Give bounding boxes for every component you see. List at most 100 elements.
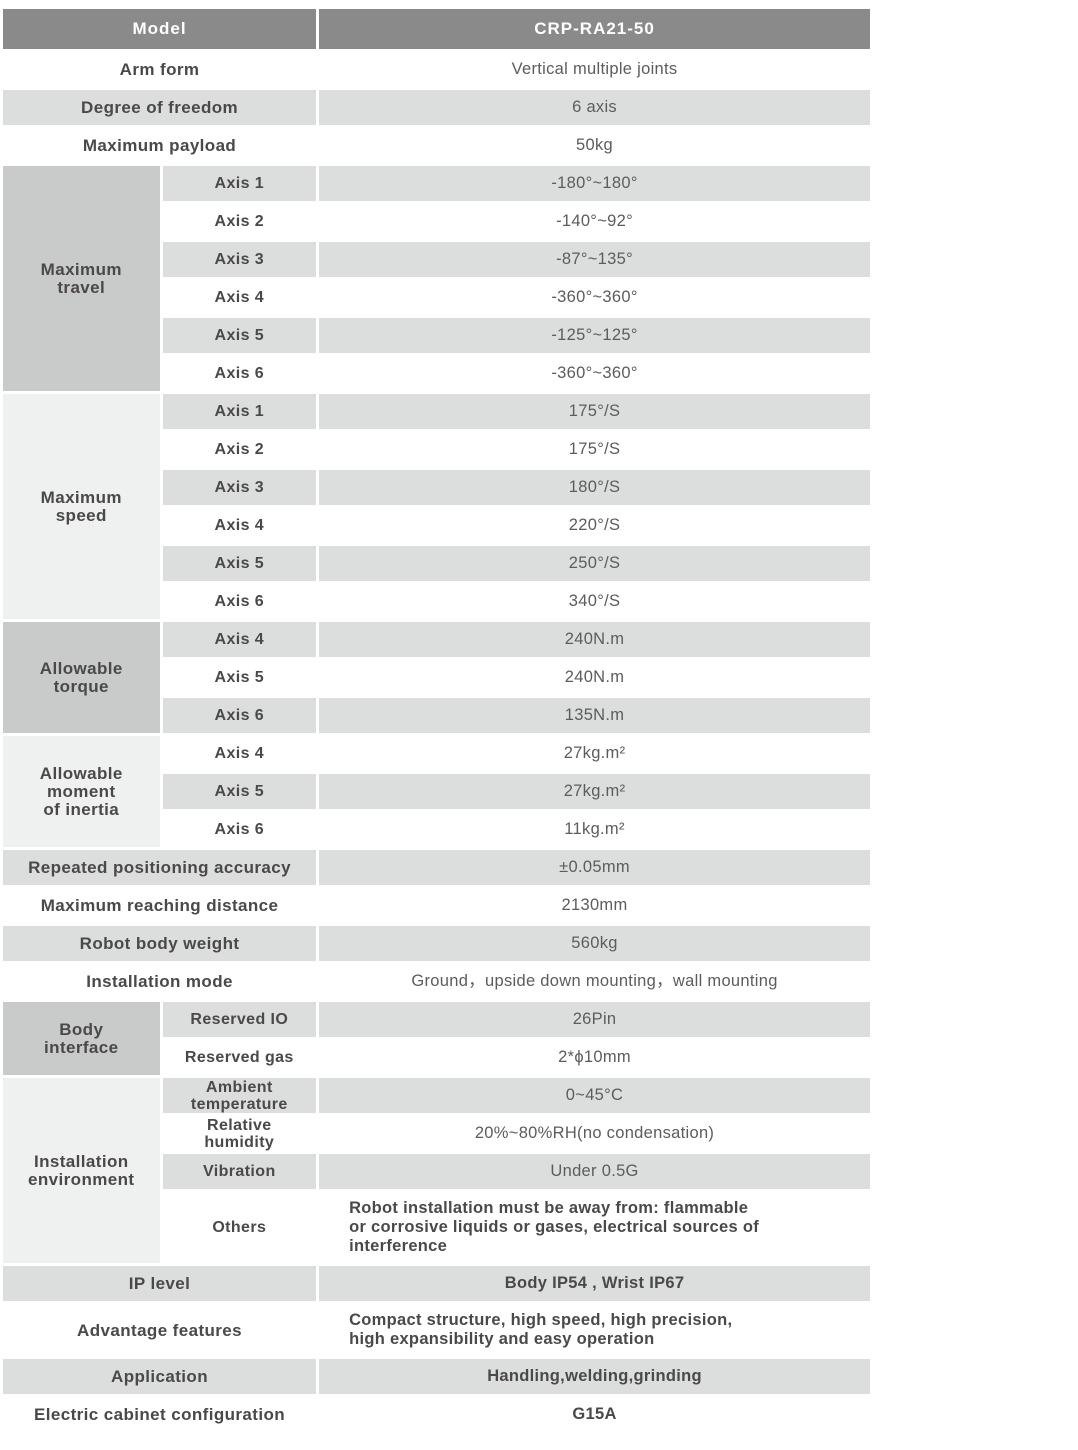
- spec-row: Advantage features Compact structure, hig…: [3, 1304, 870, 1356]
- row-value: 50kg: [576, 136, 614, 154]
- spec-row: Degree of freedom 6 axis: [3, 90, 870, 125]
- spec-row: Axis 4 -360°~360°: [3, 280, 870, 315]
- row-value: Ground，upside down mounting，wall mountin…: [411, 972, 778, 990]
- sub-row-value: -360°~360°: [551, 288, 638, 306]
- spec-row: Installation mode Ground，upside down moun…: [3, 964, 870, 999]
- sub-row-value: 175°/S: [319, 394, 870, 429]
- group-header-cell: Allowable moment of inertia: [3, 736, 160, 847]
- spec-row: Body interface Reserved IO 26Pin: [3, 1002, 870, 1075]
- row-label: Robot body weight: [3, 926, 317, 961]
- sub-row-label: Axis 1: [162, 166, 317, 201]
- spec-row: Axis 6 135N.m: [3, 698, 870, 733]
- spec-row: Electric cabinet configuration G15A: [3, 1397, 870, 1432]
- sub-row-label: Axis 2: [214, 441, 265, 458]
- row-label: Repeated positioning accuracy: [3, 850, 317, 885]
- spec-row: Maximum reaching distance 2130mm: [3, 888, 870, 923]
- sub-row-label: Axis 6: [162, 698, 317, 733]
- spec-row: Axis 6 11kg.m²: [3, 812, 870, 847]
- sub-row-label: Axis 4: [214, 745, 265, 762]
- sub-row-value: -180°~180°: [319, 166, 870, 201]
- sub-row-label: Axis 6: [214, 365, 265, 382]
- spec-row: Others Robot installation must be away fr…: [3, 1192, 870, 1263]
- sub-row-value: -140°~92°: [556, 212, 633, 230]
- sub-row-value: 2*ϕ10mm: [558, 1048, 631, 1066]
- sub-row-label: Axis 6: [214, 593, 265, 610]
- sub-row-label: Axis 5: [162, 774, 317, 809]
- sub-row-label: Axis 2: [214, 213, 265, 230]
- row-value: Handling,welding,grinding: [319, 1359, 870, 1394]
- spec-row: Reserved gas 2*ϕ10mm: [3, 1040, 870, 1075]
- row-value: ±0.05mm: [319, 850, 870, 885]
- spec-row: Vibration Under 0.5G: [3, 1154, 870, 1189]
- spec-row: Repeated positioning accuracy ±0.05mm: [3, 850, 870, 885]
- spec-table: Model CRP-RA21-50 Arm form Vertical multi…: [0, 6, 873, 1435]
- spec-row: Axis 2 175°/S: [3, 432, 870, 467]
- sub-row-label: Axis 5: [214, 669, 265, 686]
- row-value: Body IP54 , Wrist IP67: [319, 1266, 870, 1301]
- group-header-cell: Installation environment: [3, 1078, 160, 1263]
- sub-row-label: Reserved IO: [162, 1002, 317, 1037]
- row-value: 2130mm: [561, 896, 628, 914]
- sub-row-value: 340°/S: [568, 592, 621, 610]
- row-label: Degree of freedom: [3, 90, 317, 125]
- sub-row-label: Axis 3: [162, 242, 317, 277]
- sub-row-value: 175°/S: [568, 440, 621, 458]
- sub-row-value: 180°/S: [319, 470, 870, 505]
- sub-row-label: Others: [212, 1219, 267, 1236]
- spec-row: Robot body weight 560kg: [3, 926, 870, 961]
- sub-row-label: Axis 5: [162, 318, 317, 353]
- sub-row-value: 27kg.m²: [563, 744, 626, 762]
- spec-row: Axis 6 -360°~360°: [3, 356, 870, 391]
- sub-row-value: 11kg.m²: [564, 820, 625, 838]
- sub-row-value: Robot installation must be away from: fl…: [349, 1199, 760, 1255]
- sub-row-value: 135N.m: [319, 698, 870, 733]
- model-header-label: Model: [3, 9, 317, 49]
- sub-row-label: Axis 6: [214, 821, 265, 838]
- spec-row: Allowable torque Axis 4 240N.m: [3, 622, 870, 733]
- sub-row-value: 26Pin: [319, 1002, 870, 1037]
- row-label: Maximum reaching distance: [40, 896, 279, 915]
- model-header-value: CRP-RA21-50: [319, 9, 870, 49]
- group-header-cell: Maximum speed: [3, 394, 160, 619]
- sub-row-value: 27kg.m²: [319, 774, 870, 809]
- sub-row-label: Vibration: [162, 1154, 317, 1189]
- spec-row: Axis 3 180°/S: [3, 470, 870, 505]
- spec-row: Maximum payload 50kg: [3, 128, 870, 163]
- spec-row: Relative humidity 20%~80%RH(no condensati…: [3, 1116, 870, 1151]
- row-label: Electric cabinet configuration: [34, 1405, 286, 1424]
- row-value: Compact structure, high speed, high prec…: [349, 1311, 733, 1348]
- spec-row: Axis 5 27kg.m²: [3, 774, 870, 809]
- row-label: Application: [3, 1359, 317, 1394]
- sub-row-value: 0~45°C: [319, 1078, 870, 1113]
- sub-row-label: Axis 3: [162, 470, 317, 505]
- row-label: Arm form: [119, 60, 200, 79]
- sub-row-value: 20%~80%RH(no condensation): [474, 1124, 715, 1142]
- spec-row: Axis 5 250°/S: [3, 546, 870, 581]
- sub-row-value: -125°~125°: [319, 318, 870, 353]
- row-value: G15A: [572, 1405, 617, 1423]
- spec-row: IP level Body IP54 , Wrist IP67: [3, 1266, 870, 1301]
- sub-row-label: Axis 1: [162, 394, 317, 429]
- spec-row: Maximum travel Axis 1 -180°~180°: [3, 166, 870, 391]
- sub-row-value: -360°~360°: [551, 364, 638, 382]
- sub-row-value: 240N.m: [319, 622, 870, 657]
- sub-row-value: 250°/S: [319, 546, 870, 581]
- row-label: Installation mode: [86, 972, 233, 991]
- spec-row: Arm form Vertical multiple joints: [3, 52, 870, 87]
- spec-row: Maximum speed Axis 1 175°/S: [3, 394, 870, 619]
- row-value: Vertical multiple joints: [511, 60, 678, 78]
- group-header-cell: Maximum travel: [3, 166, 160, 391]
- sub-row-label: Relative humidity: [204, 1116, 275, 1151]
- row-label: IP level: [3, 1266, 317, 1301]
- spec-row: Installation environment Ambient temperat…: [3, 1078, 870, 1263]
- sub-row-value: -87°~135°: [319, 242, 870, 277]
- sub-row-value: 220°/S: [568, 516, 621, 534]
- sub-row-value: Under 0.5G: [319, 1154, 870, 1189]
- spec-row: Axis 3 -87°~135°: [3, 242, 870, 277]
- header-row: Model CRP-RA21-50: [3, 9, 870, 49]
- sub-row-label: Reserved gas: [184, 1049, 294, 1066]
- spec-row: Allowable moment of inertia Axis 4 27kg.m²: [3, 736, 870, 847]
- sub-row-value: 240N.m: [564, 668, 625, 686]
- spec-row: Axis 6 340°/S: [3, 584, 870, 619]
